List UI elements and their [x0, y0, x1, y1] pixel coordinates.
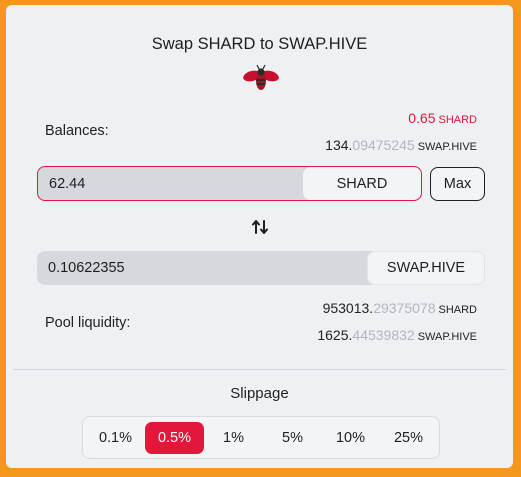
pool-shard-value-dim: 29375078 — [373, 300, 436, 316]
from-token-button[interactable]: SHARD — [303, 167, 421, 200]
balance-shard-value: 0.65 — [408, 110, 436, 126]
slippage-option-0-5[interactable]: 0.5% — [145, 422, 204, 454]
pool-hive-value-dim: 44539832 — [352, 327, 415, 343]
balance-swap-hive: 134.09475245 SWAP.HIVE — [325, 137, 477, 153]
bee-logo-icon — [243, 64, 279, 90]
pool-hive-value-main: 1625. — [317, 327, 353, 343]
page-title: Swap SHARD to SWAP.HIVE — [151, 35, 368, 53]
pool-shard-value-main: 953013. — [322, 300, 374, 316]
to-token-button[interactable]: SWAP.HIVE — [367, 251, 485, 285]
balance-shard: 0.65 SHARD — [408, 110, 477, 126]
slippage-option-25[interactable]: 25% — [379, 422, 438, 454]
slippage-options: 0.1% 0.5% 1% 5% 10% 25% — [82, 416, 440, 459]
slippage-option-10[interactable]: 10% — [321, 422, 380, 454]
balance-shard-unit: SHARD — [438, 114, 477, 126]
balance-hive-value-dim: 09475245 — [352, 137, 415, 153]
balance-hive-value-main: 134. — [325, 137, 353, 153]
pool-shard: 953013.29375078 SHARD — [323, 300, 477, 316]
slippage-option-0-1[interactable]: 0.1% — [86, 422, 145, 454]
pool-hive-unit: SWAP.HIVE — [417, 331, 477, 343]
pool-liquidity-label: Pool liquidity: — [45, 315, 131, 331]
pool-swap-hive: 1625.44539832 SWAP.HIVE — [317, 327, 477, 343]
pool-shard-unit: SHARD — [438, 304, 477, 316]
slippage-title: Slippage — [230, 385, 289, 402]
amount-input-group: SHARD — [37, 166, 422, 201]
slippage-option-5[interactable]: 5% — [263, 422, 322, 454]
max-button[interactable]: Max — [430, 167, 485, 201]
output-group: 0.10622355 SWAP.HIVE — [37, 251, 485, 285]
slippage-option-1[interactable]: 1% — [204, 422, 263, 454]
balances-label: Balances: — [45, 123, 109, 139]
amount-input[interactable] — [38, 167, 304, 200]
output-amount: 0.10622355 — [48, 260, 125, 276]
swap-panel: Swap SHARD to SWAP.HIVE Balances: 0.65 SH… — [6, 5, 513, 468]
swap-arrows-icon[interactable] — [250, 217, 270, 237]
divider — [13, 369, 506, 370]
balance-hive-unit: SWAP.HIVE — [417, 141, 477, 153]
